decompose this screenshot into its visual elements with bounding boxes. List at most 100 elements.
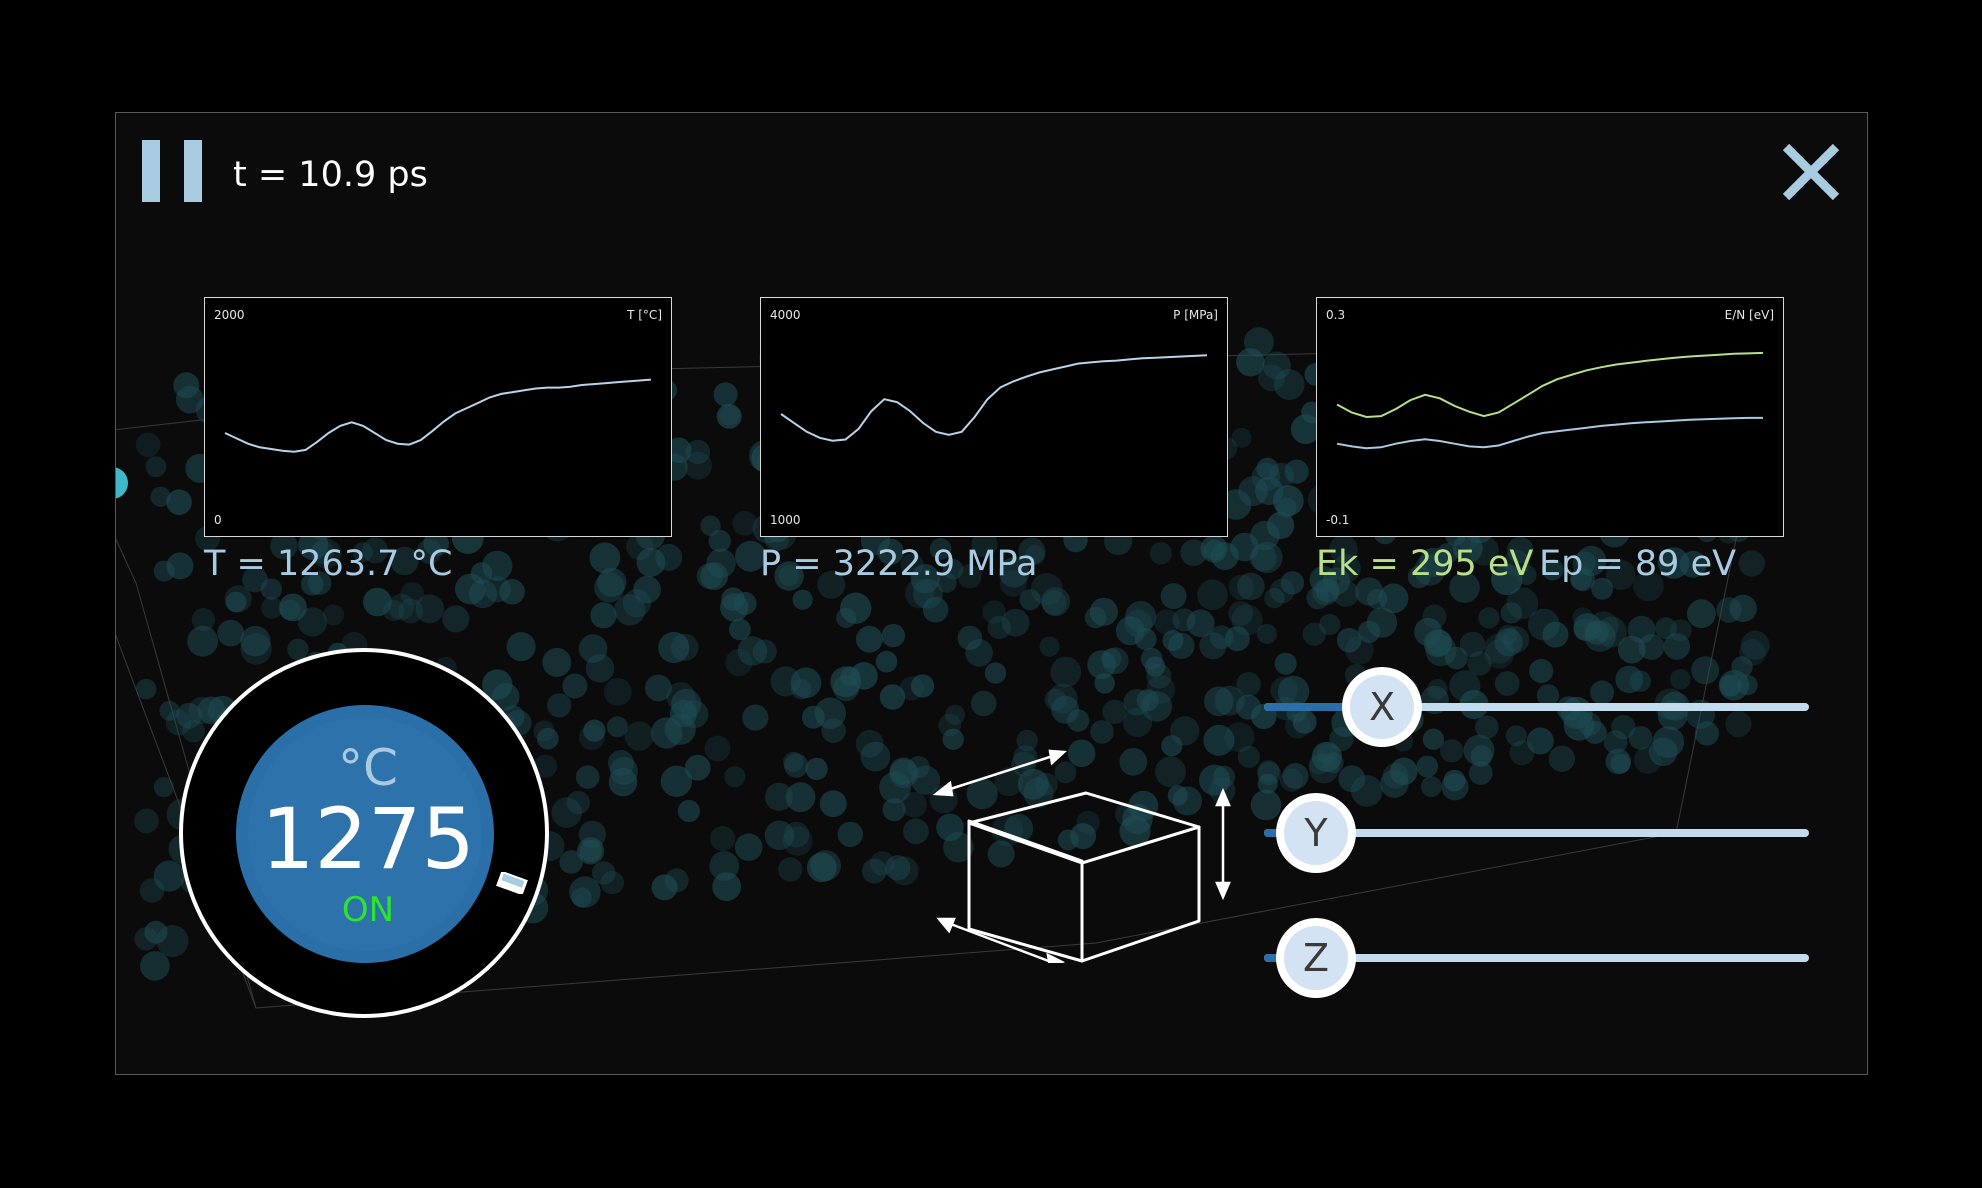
particle: [783, 821, 810, 848]
particle: [1687, 599, 1716, 629]
particle: [1500, 602, 1523, 624]
particle: [709, 851, 740, 881]
particle: [836, 607, 857, 628]
particle: [1542, 621, 1569, 648]
particle: [1264, 587, 1285, 609]
particle: [1250, 789, 1282, 821]
particle: [677, 799, 701, 823]
particle: [862, 858, 887, 884]
slider-z-track[interactable]: [1264, 954, 1809, 962]
particle: [1590, 680, 1615, 705]
pause-button[interactable]: [142, 140, 204, 202]
particle: [542, 647, 572, 677]
particle: [1329, 534, 1358, 564]
particle: [1161, 735, 1183, 757]
particle: [287, 638, 309, 660]
particle: [1054, 761, 1077, 784]
kinetic-energy-readout: Ek = 295 eV: [1316, 544, 1534, 584]
particle: [1034, 772, 1058, 796]
particle: [589, 542, 621, 574]
particle: [1067, 739, 1096, 768]
thermostat-handle[interactable]: [494, 872, 530, 894]
particle: [491, 683, 520, 711]
particle: [810, 850, 841, 881]
slider-y[interactable]: Y: [1264, 793, 1809, 873]
slider-y-thumb-face: [1284, 801, 1348, 865]
particle: [261, 597, 283, 619]
particle: [1162, 630, 1184, 651]
particle: [1256, 457, 1279, 480]
particle: [1648, 737, 1678, 767]
particle: [943, 831, 974, 863]
particle: [1237, 572, 1265, 601]
particle: [1491, 563, 1523, 596]
particle: [1605, 748, 1632, 775]
slider-y-thumb[interactable]: Y: [1276, 793, 1356, 873]
particle: [710, 825, 736, 852]
particle: [1427, 678, 1448, 700]
slider-z-thumb[interactable]: Z: [1276, 918, 1356, 998]
particle: [1467, 651, 1492, 676]
particle: [1017, 768, 1049, 800]
particle: [1160, 583, 1187, 610]
particle: [217, 619, 245, 647]
particle: [1237, 745, 1260, 768]
particle: [1669, 669, 1691, 690]
particle: [140, 951, 170, 981]
particle: [533, 754, 558, 778]
particle: [805, 757, 828, 781]
particle: [1173, 786, 1202, 816]
particle: [984, 662, 1007, 684]
particle: [1016, 729, 1038, 752]
particle: [945, 704, 965, 725]
particle: [879, 684, 906, 710]
slider-x-track[interactable]: [1264, 703, 1809, 711]
cube-icon[interactable]: [926, 683, 1326, 963]
particle: [1526, 727, 1554, 755]
particle: [684, 754, 711, 781]
particle: [725, 648, 753, 677]
particle: [416, 538, 442, 564]
particle: [398, 598, 423, 624]
particle: [1039, 636, 1060, 657]
pause-icon-bar-left: [142, 140, 160, 202]
particle: [922, 596, 949, 623]
particle: [182, 719, 205, 743]
thermostat-knob[interactable]: °C 1275 ON: [179, 648, 549, 1018]
particle: [875, 650, 898, 673]
particle: [664, 713, 696, 745]
particle: [260, 578, 283, 600]
particle: [579, 839, 603, 863]
particle: [732, 511, 757, 536]
particle: [1443, 769, 1466, 792]
particle: [1224, 626, 1250, 652]
slider-y-track[interactable]: [1264, 829, 1809, 837]
particle: [1449, 670, 1481, 702]
particle: [936, 572, 957, 593]
particle: [1123, 689, 1150, 716]
particle: [708, 529, 731, 553]
particle: [1441, 773, 1469, 801]
slider-x-thumb[interactable]: X: [1342, 667, 1423, 747]
particle: [1449, 572, 1480, 603]
graph-energy-series-1: [1336, 416, 1763, 450]
particle: [1172, 608, 1196, 632]
particle: [583, 719, 606, 742]
particle: [1584, 620, 1616, 652]
slider-z[interactable]: Z: [1264, 918, 1809, 998]
particle: [1119, 815, 1151, 847]
particle: [936, 813, 964, 842]
particle: [1284, 459, 1309, 484]
particle: [279, 593, 307, 622]
slider-x[interactable]: X: [1264, 667, 1809, 747]
particle: [176, 702, 202, 729]
particle: [658, 631, 690, 664]
particle: [684, 451, 712, 480]
energy-graph-unit: E/N [eV]: [1724, 308, 1774, 322]
particle: [1200, 535, 1228, 563]
particle: [242, 566, 268, 593]
particle: [1494, 628, 1523, 657]
particle: [911, 765, 941, 795]
particle: [1309, 565, 1338, 594]
close-button[interactable]: [1780, 141, 1842, 203]
